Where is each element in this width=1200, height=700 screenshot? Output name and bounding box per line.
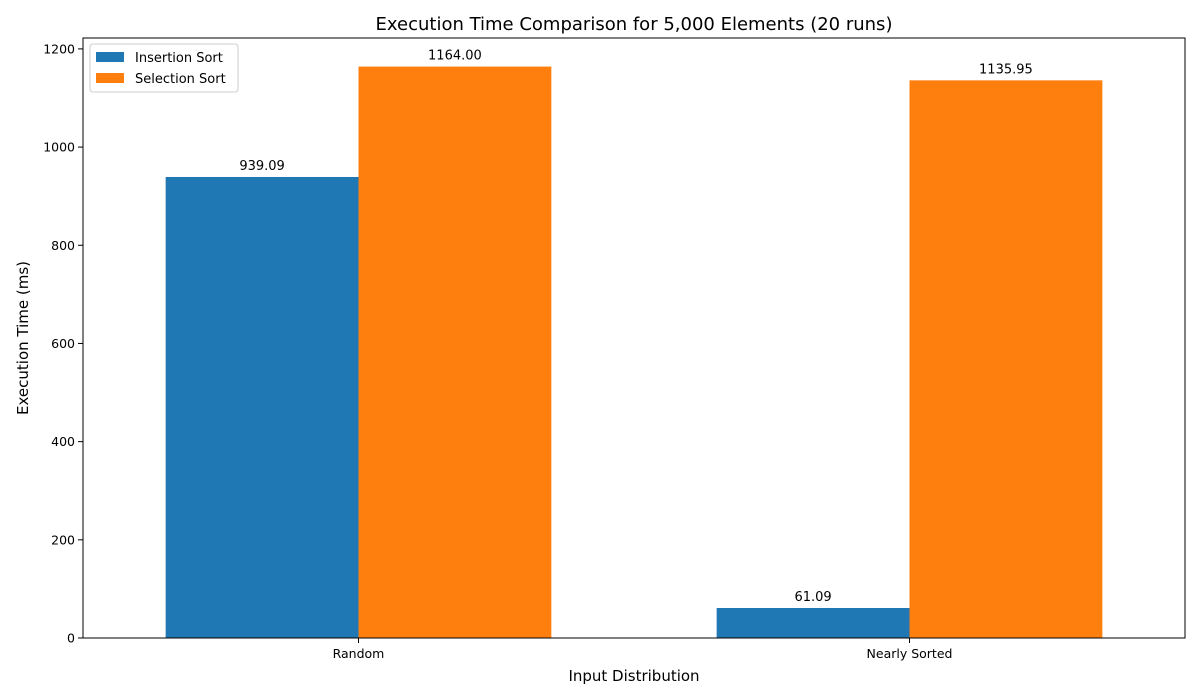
bar-insertion-sort-1 xyxy=(716,608,910,638)
y-tick-label-0: 0 xyxy=(67,631,75,646)
legend-label-selection-sort: Selection Sort xyxy=(135,72,226,87)
y-axis-label: Execution Time (ms) xyxy=(14,261,32,415)
y-tick-label-4: 800 xyxy=(51,238,75,253)
x-axis: Random Nearly Sorted xyxy=(333,638,953,661)
chart-title: Execution Time Comparison for 5,000 Elem… xyxy=(376,14,893,35)
y-tick-label-6: 1200 xyxy=(43,41,75,56)
x-tick-label-1: Nearly Sorted xyxy=(867,646,953,661)
bars-layer xyxy=(165,66,1103,639)
legend-swatch-insertion-sort xyxy=(96,52,124,62)
bar-insertion-sort-0 xyxy=(165,176,359,638)
data-label-insertion-sort-0: 939.09 xyxy=(239,159,285,174)
x-tick-label-0: Random xyxy=(333,646,385,661)
x-axis-label: Input Distribution xyxy=(568,667,699,685)
legend-frame xyxy=(89,43,239,93)
y-tick-label-2: 400 xyxy=(51,434,75,449)
y-tick-label-1: 200 xyxy=(51,532,75,547)
bar-selection-sort-0 xyxy=(358,66,552,639)
y-axis: 0 200 400 600 800 1000 1200 xyxy=(43,41,83,646)
data-labels-layer: 939.09 61.09 1164.00 1135.95 xyxy=(239,49,1032,605)
data-label-insertion-sort-1: 61.09 xyxy=(794,590,831,605)
legend-swatch-selection-sort xyxy=(96,73,124,83)
bar-selection-sort-1 xyxy=(909,80,1103,639)
legend: Insertion Sort Selection Sort xyxy=(89,43,239,93)
y-tick-label-3: 600 xyxy=(51,336,75,351)
data-label-selection-sort-0: 1164.00 xyxy=(428,49,482,64)
data-label-selection-sort-1: 1135.95 xyxy=(979,62,1033,77)
legend-items: Insertion Sort Selection Sort xyxy=(96,51,226,87)
plot-frame xyxy=(82,37,1186,639)
legend-label-insertion-sort: Insertion Sort xyxy=(135,51,223,66)
y-tick-label-5: 1000 xyxy=(43,140,75,155)
